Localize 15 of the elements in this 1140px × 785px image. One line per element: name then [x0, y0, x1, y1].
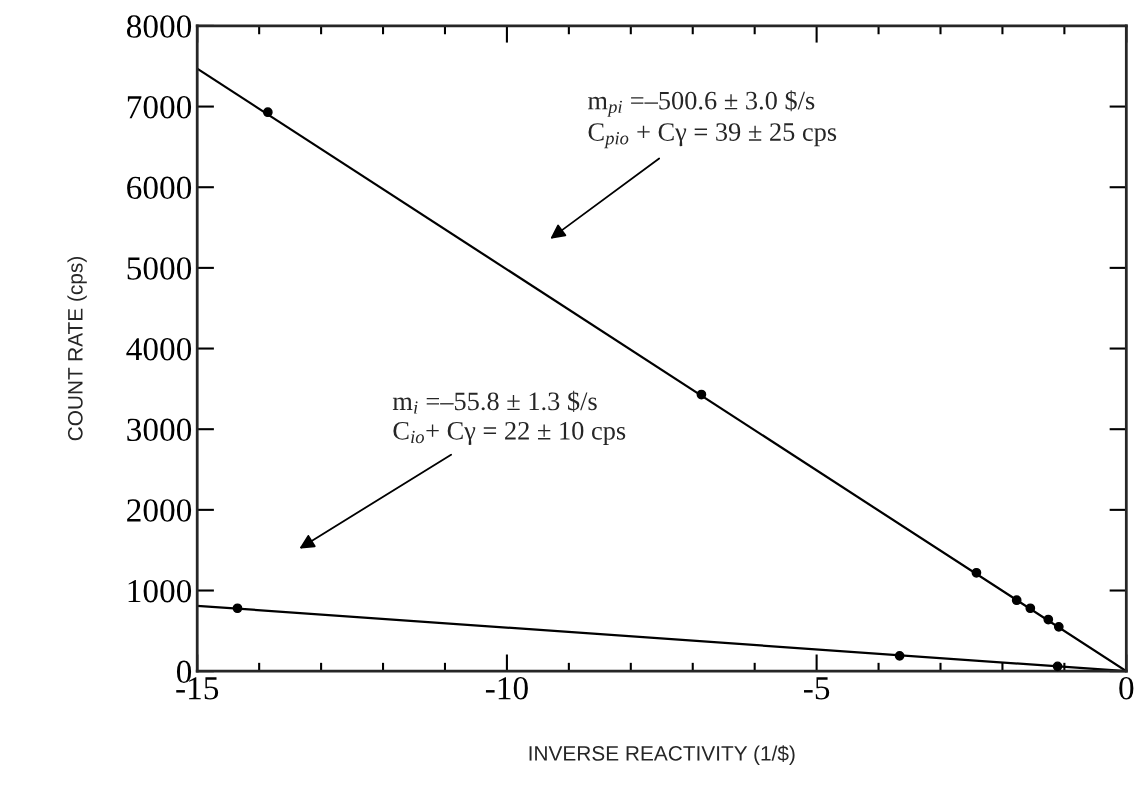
y-axis-title: COUNT RATE (cps) [67, 257, 87, 441]
y-tick-label: 5000 [127, 257, 192, 280]
x-axis-title: INVERSE REACTIVITY (1/$) [529, 745, 795, 765]
y-tick-label: 4000 [126, 337, 192, 361]
x-tick-label: -10 [485, 677, 528, 700]
x-tick-label: -5 [803, 677, 830, 700]
y-tick-label: 6000 [127, 176, 192, 200]
y-tick-label: 8000 [126, 15, 192, 38]
annotation: m$_{pi}$ =–500.6 ± 3.0 $/s C$_{pio}$ + Cγ = 39 ± 25 cps [587, 90, 837, 149]
x-tick-label: 0 [1119, 677, 1134, 700]
y-tick-label: 7000 [127, 95, 192, 119]
y-tick-label: 2000 [127, 499, 192, 522]
y-tick-label: 1000 [128, 579, 192, 603]
y-tick-label: 3000 [127, 418, 192, 442]
annotation: m$_{i}$ =–55.8 ± 1.3 $/s C$_{io}$+ Cγ = 22 ± 10 cps [392, 390, 626, 446]
